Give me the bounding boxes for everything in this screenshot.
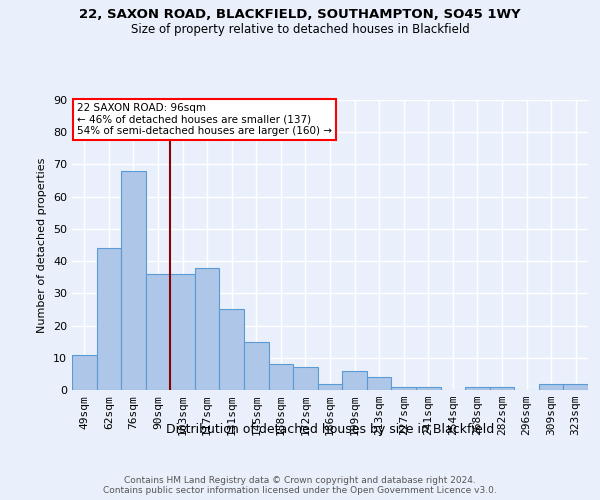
Y-axis label: Number of detached properties: Number of detached properties <box>37 158 47 332</box>
Text: Contains HM Land Registry data © Crown copyright and database right 2024.
Contai: Contains HM Land Registry data © Crown c… <box>103 476 497 495</box>
Bar <box>342 370 367 390</box>
Bar <box>220 310 244 390</box>
Text: Size of property relative to detached houses in Blackfield: Size of property relative to detached ho… <box>131 22 469 36</box>
Bar <box>195 268 220 390</box>
Bar <box>563 384 588 390</box>
Bar <box>391 387 416 390</box>
Text: Distribution of detached houses by size in Blackfield: Distribution of detached houses by size … <box>166 422 494 436</box>
Bar <box>490 387 514 390</box>
Text: 22 SAXON ROAD: 96sqm
← 46% of detached houses are smaller (137)
54% of semi-deta: 22 SAXON ROAD: 96sqm ← 46% of detached h… <box>77 103 332 136</box>
Bar <box>416 387 440 390</box>
Bar <box>367 377 391 390</box>
Bar <box>146 274 170 390</box>
Text: 22, SAXON ROAD, BLACKFIELD, SOUTHAMPTON, SO45 1WY: 22, SAXON ROAD, BLACKFIELD, SOUTHAMPTON,… <box>79 8 521 20</box>
Bar <box>539 384 563 390</box>
Bar <box>293 368 318 390</box>
Bar <box>318 384 342 390</box>
Bar <box>97 248 121 390</box>
Bar <box>121 171 146 390</box>
Bar <box>244 342 269 390</box>
Bar <box>465 387 490 390</box>
Bar <box>170 274 195 390</box>
Bar <box>269 364 293 390</box>
Bar <box>72 354 97 390</box>
